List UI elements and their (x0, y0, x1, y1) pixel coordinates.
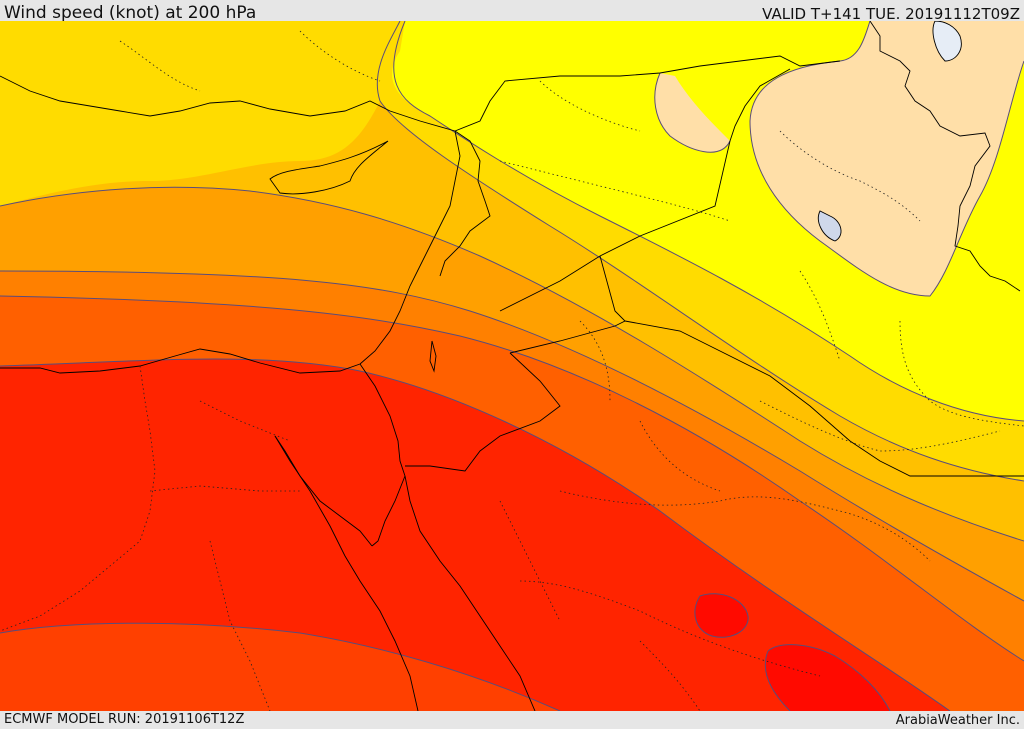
band-lightest-west (654, 73, 730, 153)
map-title: Wind speed (knot) at 200 hPa (4, 3, 257, 23)
internal-borders (0, 30, 1024, 711)
band-red3-blob1 (694, 593, 749, 638)
credit: ArabiaWeather Inc. (895, 713, 1020, 728)
band-red1-southwest (0, 623, 560, 711)
valid-time: VALID T+141 TUE. 20191112T09Z (762, 5, 1020, 23)
wind-speed-map (0, 21, 1024, 711)
band-lightest-east (750, 21, 1024, 296)
contour-lines (0, 21, 1024, 711)
band-red3-blob2 (765, 644, 890, 711)
band-gold-west (0, 21, 400, 206)
model-run: ECMWF MODEL RUN: 20191106T12Z (4, 712, 245, 727)
coastlines (0, 21, 1024, 711)
